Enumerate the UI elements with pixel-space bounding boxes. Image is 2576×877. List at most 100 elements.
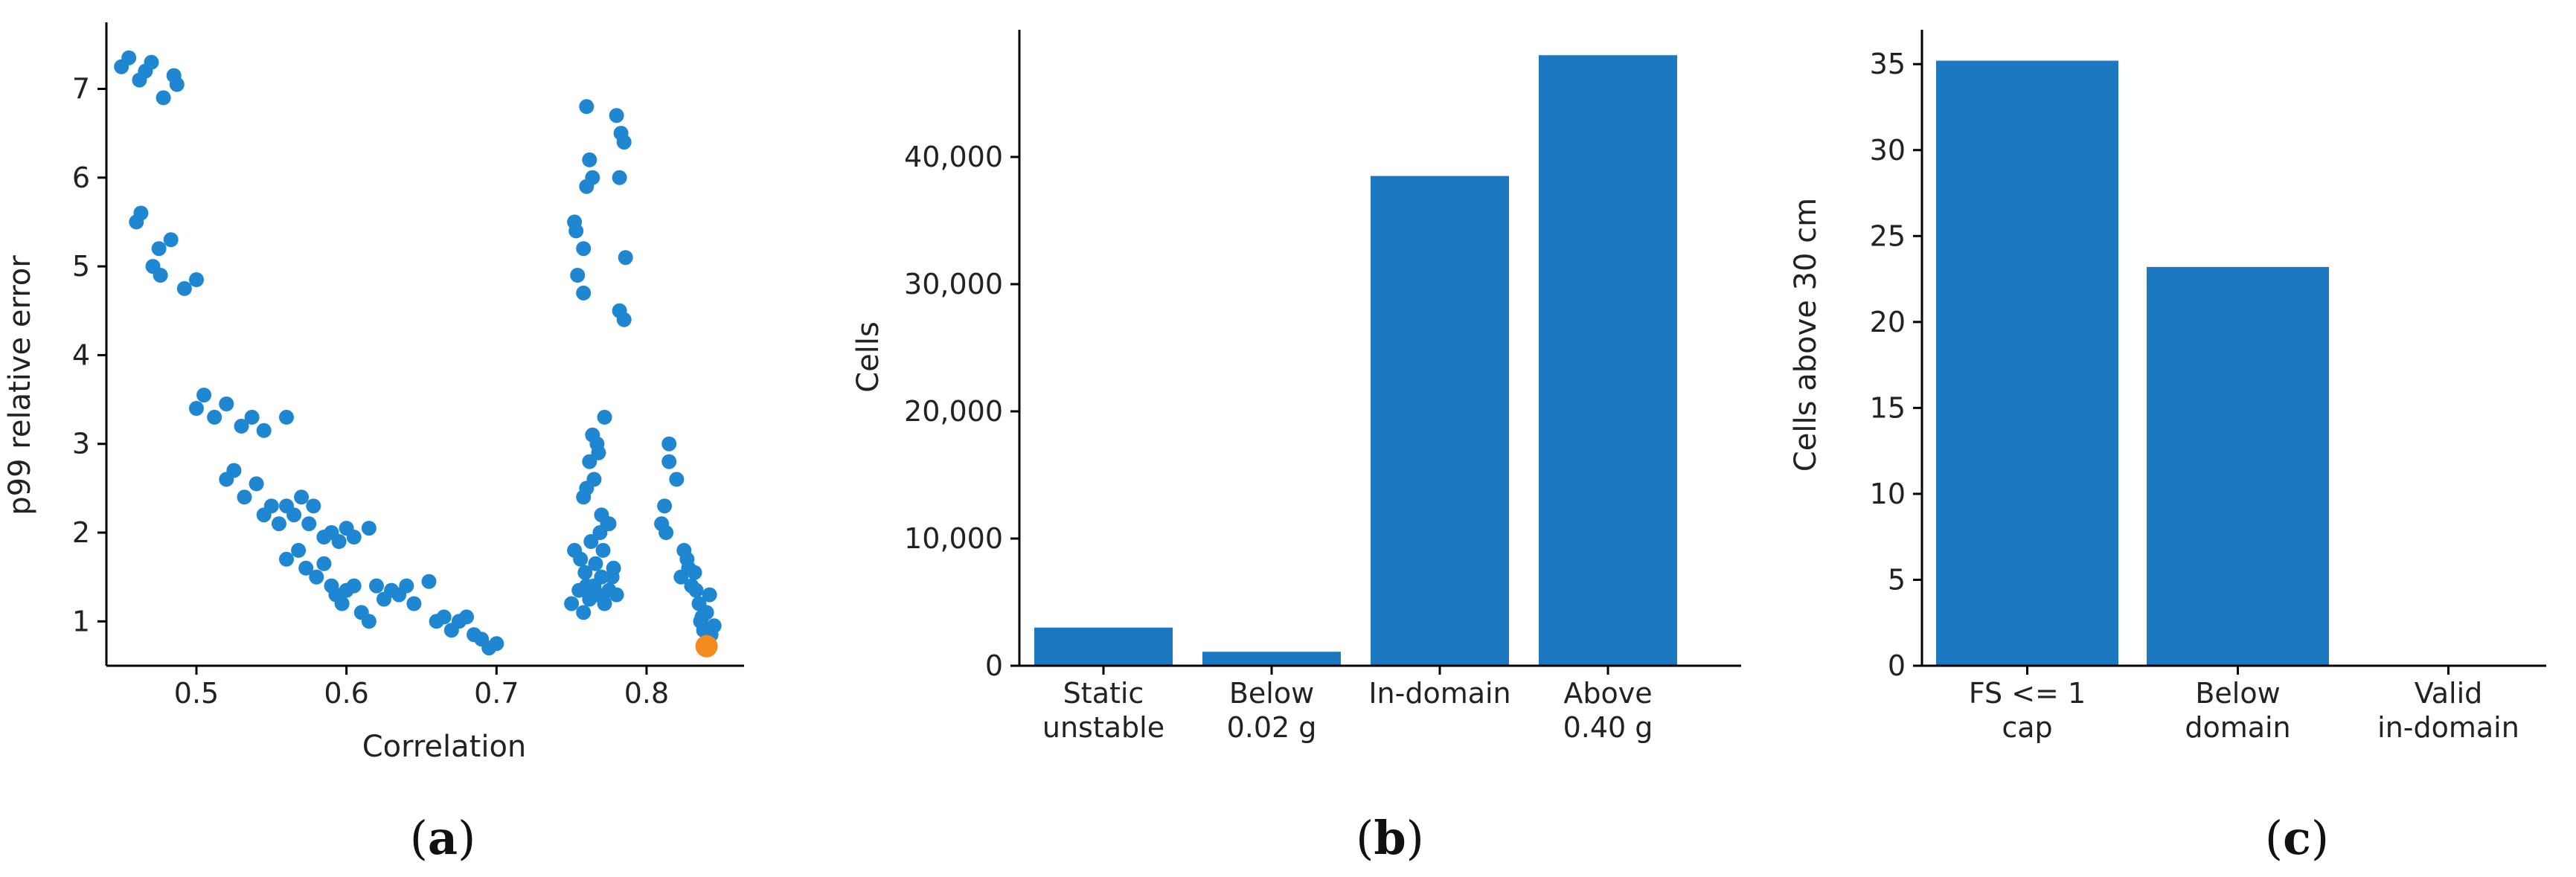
scatter-point bbox=[156, 90, 171, 106]
scatter-point bbox=[576, 489, 592, 505]
scatter-point bbox=[279, 551, 294, 567]
scatter-point bbox=[597, 409, 612, 425]
panel-c-bar-chart: FS <= 1 cap Below domain Valid in-domain 0 5 10… bbox=[1789, 30, 2546, 744]
scatter-point bbox=[256, 423, 272, 438]
x-tick-label: Below domain bbox=[2185, 677, 2290, 744]
scatter-point bbox=[346, 530, 362, 544]
axes bbox=[105, 22, 744, 667]
scatter-point bbox=[601, 516, 617, 532]
scatter-point bbox=[618, 250, 633, 266]
scatter-point bbox=[144, 54, 159, 70]
x-tick-label: 0.7 bbox=[474, 677, 519, 710]
scatter-point bbox=[306, 498, 321, 514]
scatter-point bbox=[249, 476, 264, 492]
scatter-point bbox=[616, 312, 632, 327]
y-ticks: 0 5 10 15 20 25 30 35 bbox=[1870, 48, 1922, 682]
y-tick-label: 30 bbox=[1870, 134, 1906, 167]
y-tick-label: 15 bbox=[1870, 391, 1906, 424]
scatter-point bbox=[121, 50, 137, 65]
scatter-point bbox=[286, 507, 302, 523]
y-axis-label: Cells above 30 cm bbox=[1789, 198, 1823, 472]
scatter-point bbox=[244, 409, 260, 425]
bar bbox=[1202, 652, 1341, 666]
scatter-point bbox=[263, 498, 279, 514]
x-tick-label: Valid in-domain bbox=[2377, 677, 2519, 744]
scatter-point bbox=[661, 454, 677, 469]
scatter-point bbox=[661, 436, 677, 452]
scatter-point bbox=[207, 409, 222, 425]
y-tick-label: 4 bbox=[72, 338, 90, 371]
scatter-point bbox=[176, 280, 192, 296]
scatter-point bbox=[226, 463, 242, 478]
scatter-point bbox=[369, 578, 384, 594]
x-tick-label: Static unstable bbox=[1042, 677, 1164, 744]
scatter-point bbox=[298, 560, 314, 576]
y-tick-label: 5 bbox=[1888, 563, 1906, 596]
scatter-point bbox=[163, 232, 179, 248]
scatter-point bbox=[595, 542, 611, 558]
y-tick-label: 0 bbox=[985, 649, 1003, 682]
y-axis-label: Cells bbox=[851, 321, 885, 393]
x-tick-label: 0.8 bbox=[624, 677, 669, 710]
panel-label-a: (a) bbox=[410, 811, 476, 865]
scatter-point bbox=[576, 285, 592, 301]
scatter-point bbox=[573, 551, 589, 567]
scatter-point bbox=[609, 108, 624, 123]
scatter-point bbox=[189, 401, 204, 416]
y-tick-label: 7 bbox=[72, 72, 90, 105]
scatter-point bbox=[169, 77, 185, 92]
scatter-point bbox=[579, 99, 595, 115]
x-tick-label: 0.5 bbox=[174, 677, 219, 710]
scatter-point bbox=[189, 272, 204, 287]
y-tick-label: 20 bbox=[1870, 306, 1906, 338]
scatter-point bbox=[153, 268, 168, 283]
scatter-point bbox=[616, 135, 632, 150]
scatter-point bbox=[291, 542, 307, 558]
scatter-point bbox=[459, 609, 474, 625]
y-tick-label: 3 bbox=[72, 428, 90, 460]
scatter-point bbox=[681, 560, 696, 576]
axes bbox=[1018, 30, 1741, 667]
scatter-point bbox=[151, 241, 167, 257]
y-tick-label: 2 bbox=[72, 516, 90, 549]
scatter-point bbox=[688, 582, 704, 598]
scatter-point bbox=[334, 596, 350, 611]
panel-b-bar-chart: Static unstable Below 0.02 g In-domain Above 0… bbox=[851, 30, 1741, 744]
panel-label-b: (b) bbox=[1356, 811, 1424, 865]
scatter-point bbox=[604, 569, 620, 585]
scatter-point bbox=[657, 498, 673, 514]
x-ticks: Static unstable Below 0.02 g In-domain Above 0… bbox=[1042, 666, 1653, 744]
scatter-point bbox=[399, 578, 414, 594]
scatter-point bbox=[309, 569, 324, 585]
scatter-point bbox=[421, 574, 437, 589]
bars bbox=[1936, 60, 2329, 666]
scatter-point bbox=[316, 556, 332, 571]
scatter-point bbox=[361, 521, 377, 536]
scatter-point bbox=[597, 596, 612, 611]
x-tick-label: 0.6 bbox=[324, 677, 368, 710]
scatter-point bbox=[237, 489, 252, 505]
bar bbox=[1034, 627, 1173, 666]
x-tick-label: In-domain bbox=[1368, 677, 1510, 710]
scatter-point bbox=[659, 525, 674, 540]
scatter-point bbox=[694, 609, 710, 625]
axes bbox=[1920, 30, 2546, 667]
bars bbox=[1034, 55, 1677, 666]
scatter-point bbox=[669, 472, 685, 487]
bar bbox=[1936, 60, 2118, 666]
x-tick-label: Above 0.40 g bbox=[1563, 677, 1653, 744]
y-tick-label: 6 bbox=[72, 161, 90, 194]
scatter-point bbox=[585, 170, 600, 185]
scatter-point bbox=[564, 596, 580, 611]
scatter-point bbox=[568, 223, 584, 239]
panel-label-c: (c) bbox=[2265, 811, 2329, 865]
scatter-point bbox=[436, 609, 452, 625]
scatter-point bbox=[591, 445, 606, 460]
scatter-point bbox=[588, 556, 603, 571]
scatter-point bbox=[570, 268, 586, 283]
scatter-point bbox=[196, 388, 212, 403]
y-axis-label: p99 relative error bbox=[3, 255, 37, 515]
scatter-point bbox=[133, 205, 149, 221]
y-ticks: 1 2 3 4 5 6 7 bbox=[72, 72, 106, 637]
